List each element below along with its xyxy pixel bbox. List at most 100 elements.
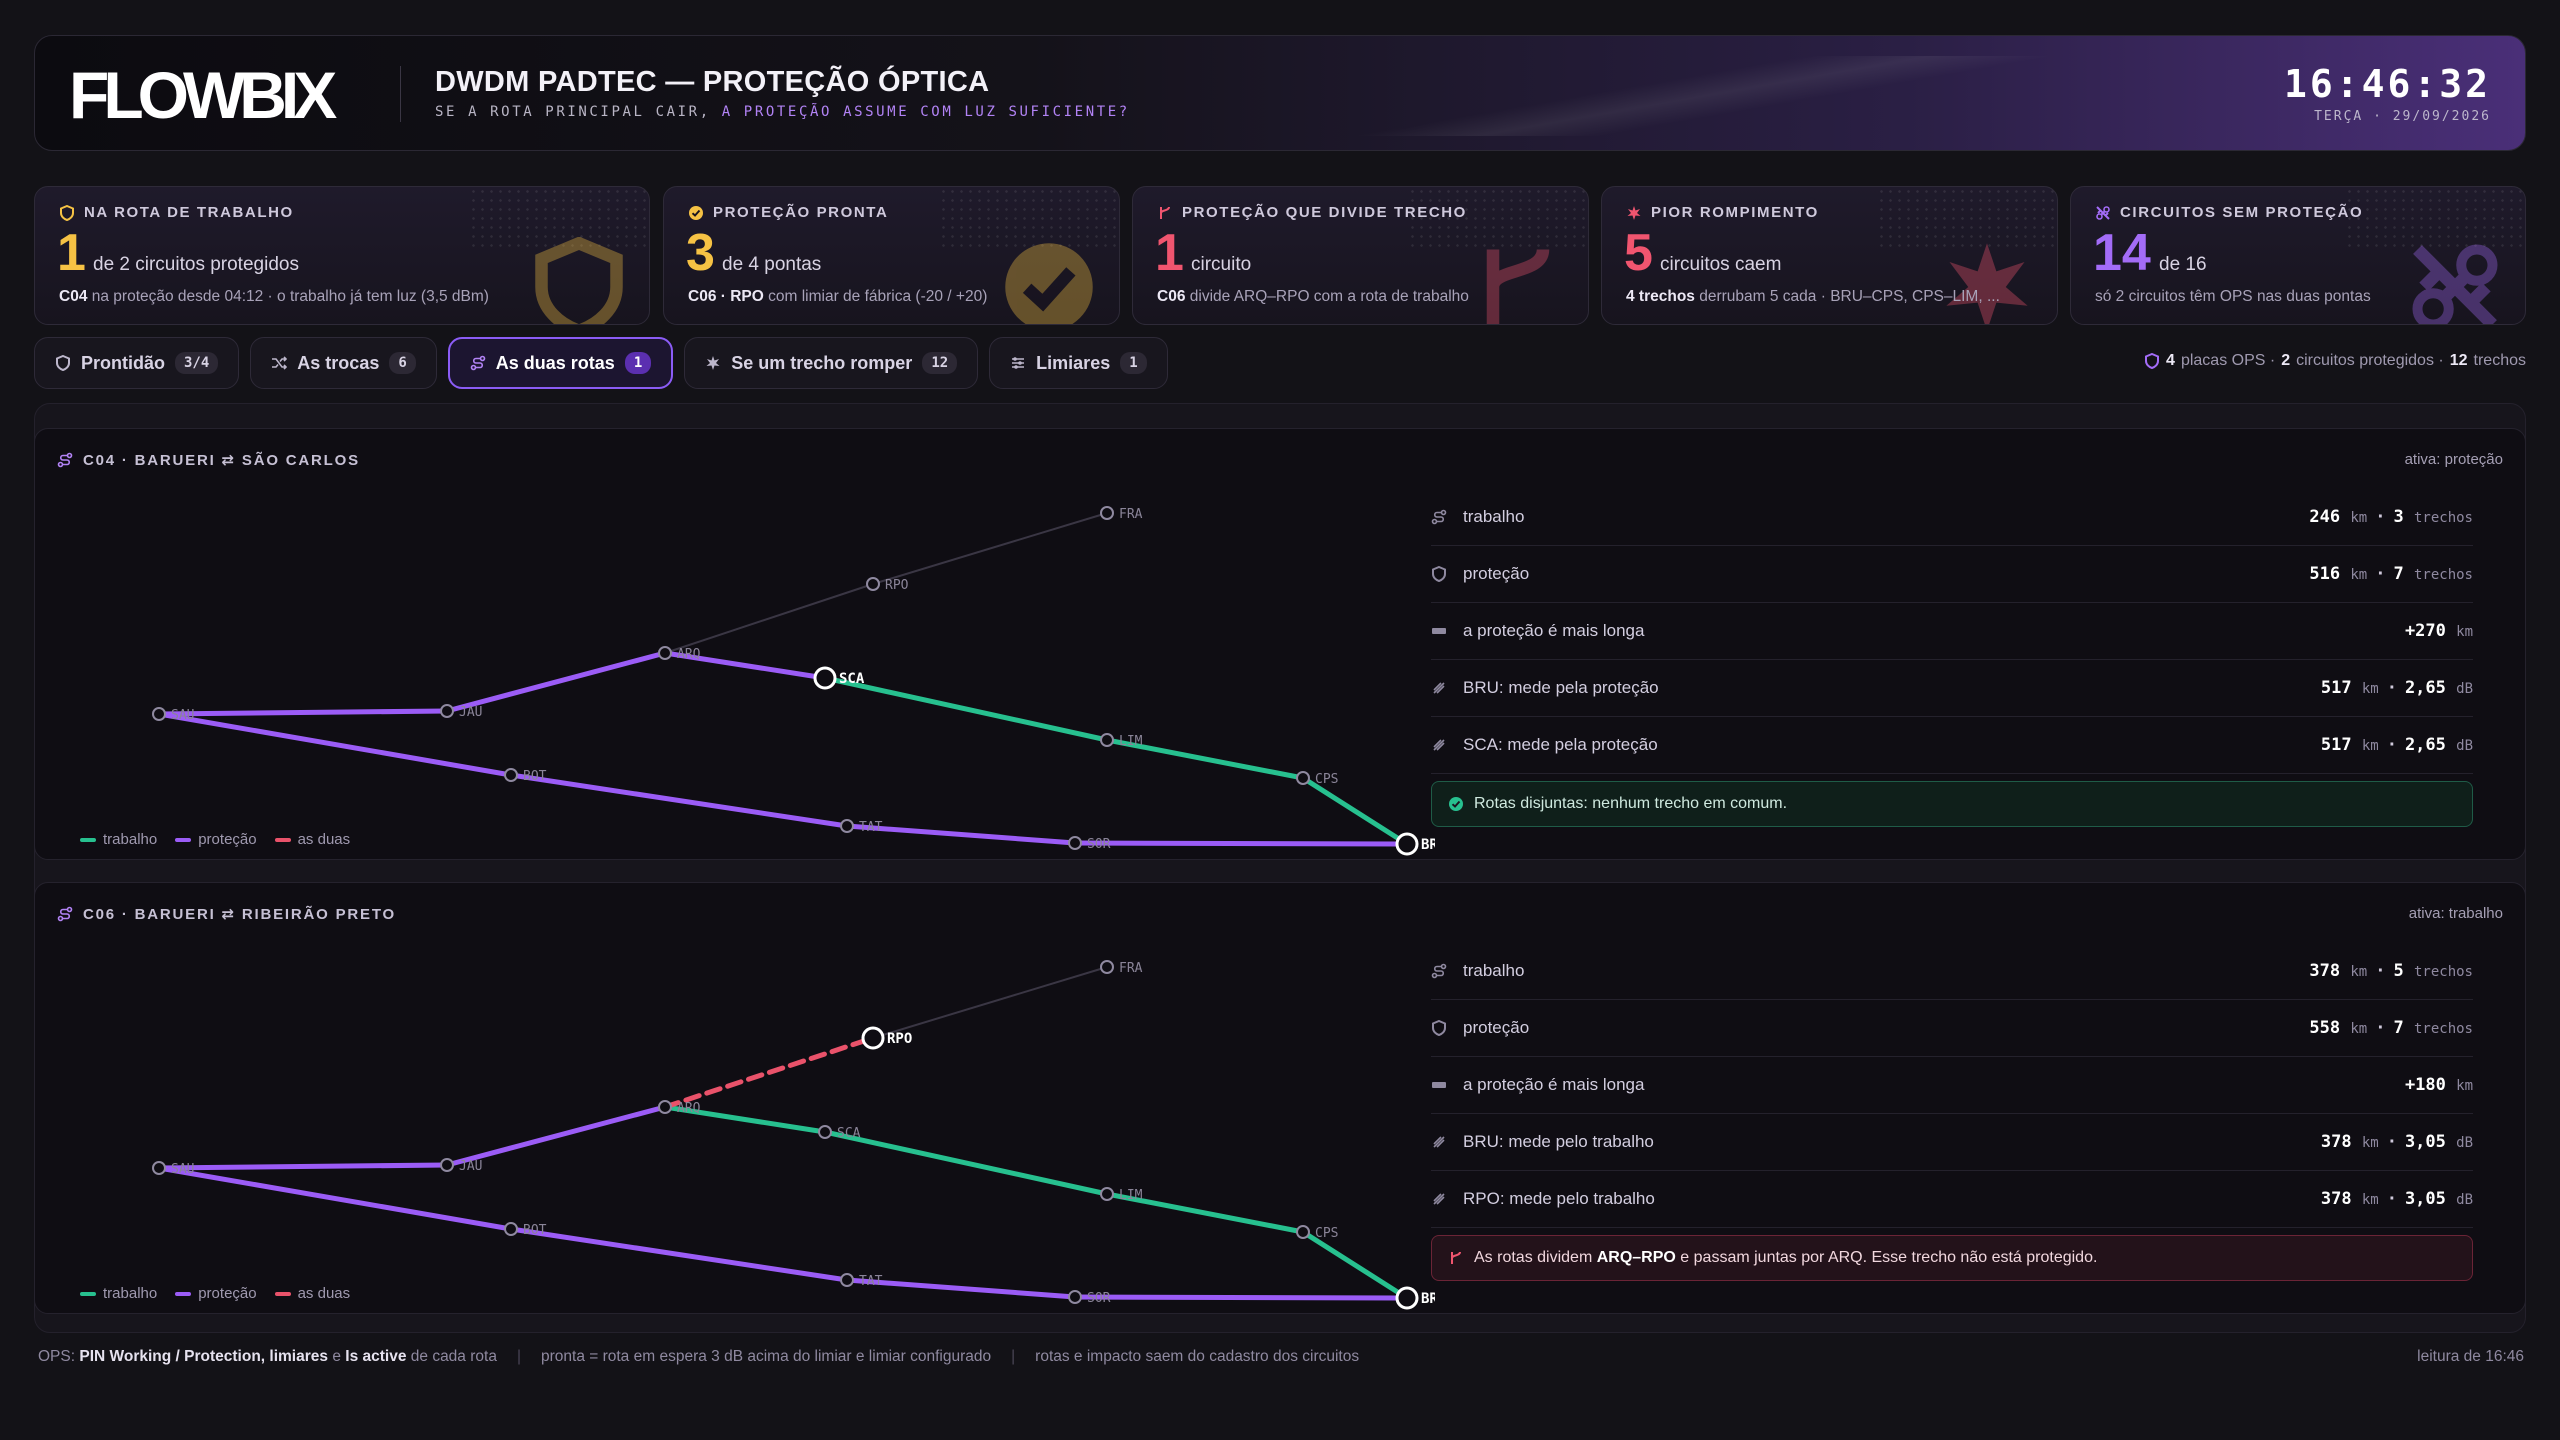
node-sor[interactable] bbox=[1068, 836, 1082, 850]
footer-ready-def: pronta = rota em espera 3 dB acima do li… bbox=[540, 1348, 992, 1365]
kpi-card-1[interactable]: NA ROTA DE TRABALHO 1 de 2 circuitos prote… bbox=[34, 186, 650, 325]
protection-segment-tat-sor bbox=[844, 1277, 1078, 1300]
tab-prontidão[interactable]: Prontidão 3/4 bbox=[34, 337, 240, 389]
working-segment-sca-lim bbox=[822, 1129, 1110, 1197]
node-sau[interactable] bbox=[152, 707, 166, 721]
protection-segment-sor-bru bbox=[1072, 840, 1410, 847]
node-label-fra: FRA bbox=[1119, 961, 1143, 976]
working-segment-lim-cps bbox=[1104, 737, 1306, 781]
card-watermark-link-off-icon bbox=[2405, 237, 2525, 324]
node-fra[interactable] bbox=[1100, 960, 1114, 974]
legend-work: trabalho bbox=[80, 831, 157, 848]
signal-icon bbox=[1433, 682, 1445, 694]
fork-icon bbox=[1451, 1251, 1461, 1264]
node-label-tat: TAT bbox=[859, 820, 883, 835]
tab-count: 12 bbox=[922, 352, 958, 374]
signal-icon bbox=[1433, 1136, 1445, 1148]
header-divider bbox=[400, 66, 401, 122]
node-cps[interactable] bbox=[1296, 1225, 1310, 1239]
active-path-state: ativa: proteção bbox=[2404, 451, 2503, 468]
node-tat[interactable] bbox=[840, 1273, 854, 1287]
route-panel-1: FRA RPO ARQ SCA SAU JAU BOT LIM CPS TAT SOR BRU C04 … bbox=[34, 428, 2526, 860]
route-diagram: FRA RPO ARQ SCA SAU JAU BOT LIM CPS TAT SOR BRU bbox=[152, 506, 1435, 856]
footer-source: rotas e impacto saem do cadastro dos cir… bbox=[1035, 1348, 1360, 1365]
shared-segment-arq-rpo bbox=[662, 1035, 876, 1110]
app-header: FLOWBIX DWDM PADTEC — PROTEÇÃO ÓPTICA SE… bbox=[34, 35, 2526, 151]
stat-row: proteção 558 km · 7 trechos bbox=[1431, 1000, 2473, 1057]
shield-icon bbox=[1432, 1020, 1446, 1036]
node-label-bru: BRU bbox=[1421, 837, 1435, 853]
signal-icon bbox=[1433, 1193, 1445, 1205]
node-sca[interactable] bbox=[813, 666, 837, 690]
route-icon bbox=[470, 355, 486, 371]
kpi-unit: de 2 circuitos protegidos bbox=[93, 254, 299, 275]
working-segment-cps-bru bbox=[1300, 1229, 1410, 1301]
node-jau[interactable] bbox=[440, 704, 454, 718]
kpi-card-2[interactable]: PROTEÇÃO PRONTA 3 de 4 pontas C06 · RPO com… bbox=[663, 186, 1120, 325]
tab-limiares[interactable]: Limiares 1 bbox=[989, 337, 1168, 389]
node-jau[interactable] bbox=[440, 1158, 454, 1172]
node-arq[interactable] bbox=[658, 646, 672, 660]
legend-both: as duas bbox=[274, 1285, 350, 1302]
kpi-value: 1 bbox=[1155, 224, 1184, 282]
protection-segment-arq-jau bbox=[444, 1104, 668, 1168]
node-bru[interactable] bbox=[1395, 832, 1419, 856]
protection-segment-sau-bot bbox=[156, 711, 514, 778]
page-subtitle: SE A ROTA PRINCIPAL CAIR, A PROTEÇÃO ASS… bbox=[435, 104, 1130, 120]
card-watermark-check-circle-icon bbox=[999, 237, 1119, 324]
stat-value: 517 km · 2,65 dB bbox=[2320, 678, 2473, 698]
node-sca[interactable] bbox=[818, 1125, 832, 1139]
kpi-card-4[interactable]: PIOR ROMPIMENTO 5 circuitos caem 4 trechos … bbox=[1601, 186, 2058, 325]
burst-icon bbox=[1946, 243, 2028, 324]
route-icon bbox=[1431, 963, 1447, 979]
protection-segment-jau-sau bbox=[156, 708, 450, 717]
node-label-jau: JAU bbox=[459, 705, 482, 720]
stat-label: SCA: mede pela proteção bbox=[1463, 735, 1658, 754]
stat-row: trabalho 246 km · 3 trechos bbox=[1431, 489, 2473, 546]
tab-count: 3/4 bbox=[175, 352, 219, 374]
shuffle-icon bbox=[272, 356, 288, 370]
tab-label: Se um trecho romper bbox=[731, 352, 913, 373]
stat-label: RPO: mede pelo trabalho bbox=[1463, 1189, 1655, 1208]
node-lim[interactable] bbox=[1100, 1187, 1114, 1201]
link-off-icon bbox=[2096, 205, 2110, 220]
route-icon bbox=[1431, 509, 1447, 525]
kpi-title: PROTEÇÃO PRONTA bbox=[688, 204, 888, 221]
tab-count: 6 bbox=[389, 352, 416, 374]
node-label-sau: SAU bbox=[171, 1162, 194, 1177]
node-sau[interactable] bbox=[152, 1161, 166, 1175]
node-bot[interactable] bbox=[504, 1222, 518, 1236]
node-tat[interactable] bbox=[840, 819, 854, 833]
stat-row: BRU: mede pelo trabalho 378 km · 3,05 dB bbox=[1431, 1114, 2473, 1171]
node-arq[interactable] bbox=[658, 1100, 672, 1114]
check-circle-icon bbox=[1449, 797, 1463, 811]
tab-as-duas-rotas[interactable]: As duas rotas 1 bbox=[447, 337, 674, 389]
tab-se-um-trecho-romper[interactable]: Se um trecho romper 12 bbox=[684, 337, 979, 389]
kpi-card-5[interactable]: CIRCUITOS SEM PROTEÇÃO 14 de 16 só 2 circu… bbox=[2070, 186, 2526, 325]
stat-value: +270 km bbox=[2404, 621, 2473, 641]
node-bru[interactable] bbox=[1395, 1286, 1419, 1310]
node-lim[interactable] bbox=[1100, 733, 1114, 747]
tab-label: As trocas bbox=[297, 352, 380, 373]
kpi-footnote: C06 divide ARQ–RPO com a rota de trabalh… bbox=[1157, 288, 1469, 305]
node-sor[interactable] bbox=[1068, 1290, 1082, 1304]
kpi-card-3[interactable]: PROTEÇÃO QUE DIVIDE TRECHO 1 circuito C06 d… bbox=[1132, 186, 1589, 325]
view-tabs: Prontidão 3/4 As trocas 6 As duas rotas 1 Se u… bbox=[34, 337, 1168, 389]
tab-label: As duas rotas bbox=[495, 352, 615, 373]
stat-value: 516 km · 7 trechos bbox=[2309, 564, 2473, 584]
panel-title: C06 · BARUERI ⇄ RIBEIRÃO PRETO bbox=[57, 905, 396, 923]
footer: OPS: PIN Working / Protection, limiares … bbox=[38, 1348, 2524, 1365]
node-rpo[interactable] bbox=[861, 1026, 885, 1050]
node-rpo[interactable] bbox=[866, 577, 880, 591]
node-fra[interactable] bbox=[1100, 506, 1114, 520]
stat-value: +180 km bbox=[2404, 1075, 2473, 1095]
node-cps[interactable] bbox=[1296, 771, 1310, 785]
node-bot[interactable] bbox=[504, 768, 518, 782]
kpi-value: 3 bbox=[686, 224, 715, 282]
shield-icon bbox=[1432, 566, 1446, 582]
disjoint-routes-note: Rotas disjuntas: nenhum trecho em comum. bbox=[1431, 781, 2473, 827]
stat-value: 378 km · 5 trechos bbox=[2309, 961, 2473, 981]
tab-as-trocas[interactable]: As trocas 6 bbox=[250, 337, 437, 389]
kpi-value: 14 bbox=[2093, 224, 2151, 282]
working-segment-cps-bru bbox=[1300, 775, 1410, 847]
